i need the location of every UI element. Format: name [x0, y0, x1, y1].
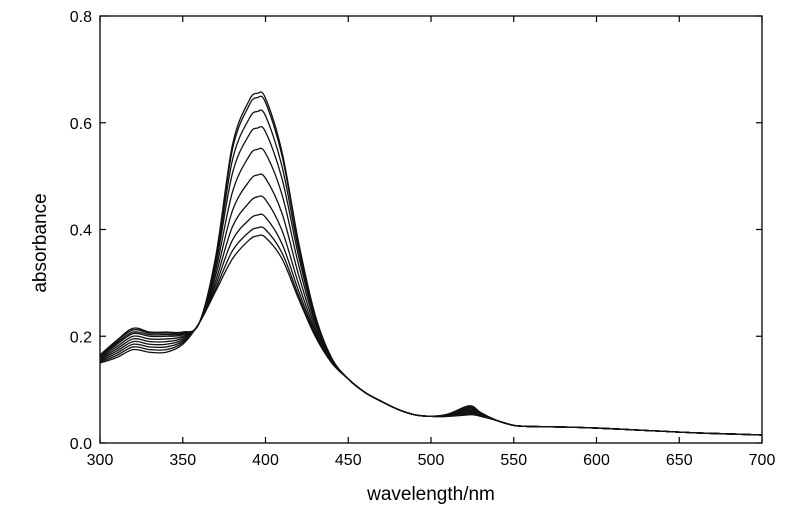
x-tick-label: 650 [666, 452, 693, 469]
spectrum-line-5 [99, 173, 763, 436]
spectrum-line-3 [99, 213, 763, 436]
x-axis-title: wavelength/nm [366, 484, 495, 505]
x-tick-label: 350 [169, 452, 196, 469]
spectrum-line-8 [99, 109, 763, 436]
x-tick-label: 600 [583, 452, 610, 469]
spectrum-line-1 [99, 234, 763, 436]
y-tick-label: 0.2 [70, 329, 92, 346]
spectrum-line-6 [99, 147, 763, 436]
plot-area [99, 15, 763, 444]
x-tick-label: 500 [418, 452, 445, 469]
x-tick-label: 700 [749, 452, 776, 469]
plot-frame [99, 15, 763, 444]
y-tick-label: 0.6 [70, 116, 92, 133]
y-axis-title: absorbance [30, 193, 51, 292]
x-tick-label: 400 [252, 452, 279, 469]
y-tick-label: 0.0 [70, 436, 92, 453]
spectrum-line-2 [99, 226, 763, 436]
spectrum-line-10 [99, 91, 763, 436]
y-axis: 0.0 0.2 0.4 0.6 0.8 [70, 9, 762, 453]
x-tick-label: 300 [87, 452, 114, 469]
x-tick-label: 450 [335, 452, 362, 469]
x-tick-label: 550 [500, 452, 527, 469]
spectrum-line-7 [99, 125, 763, 436]
x-axis: 300 350 400 450 500 550 600 650 700 [87, 16, 776, 469]
series-layer [99, 91, 763, 436]
spectrum-line-9 [99, 95, 763, 436]
y-tick-label: 0.4 [70, 223, 92, 240]
y-tick-label: 0.8 [70, 9, 92, 26]
spectrum-line-4 [99, 195, 763, 436]
